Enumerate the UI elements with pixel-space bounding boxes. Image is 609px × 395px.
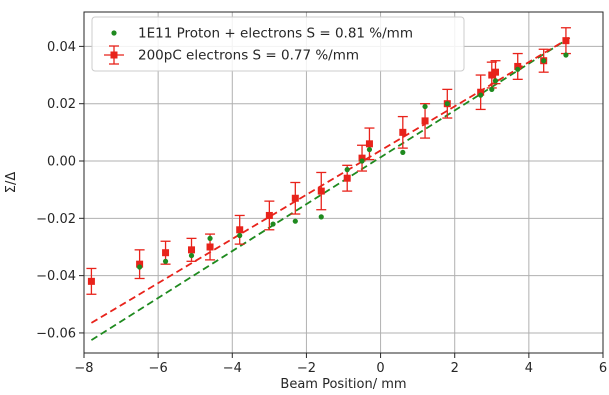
y-tick-label: 0.04 <box>47 40 76 55</box>
y-axis-label: Σ/Δ <box>4 172 19 194</box>
series-proton <box>137 52 569 270</box>
data-point-electrons <box>290 181 301 215</box>
data-point-electrons <box>86 267 97 295</box>
square-marker <box>317 187 325 195</box>
data-point-proton <box>344 167 350 173</box>
y-tick-label: −0.02 <box>36 212 76 227</box>
y-tick-label: 0.00 <box>47 155 76 170</box>
legend-square <box>110 51 118 59</box>
fit-line-electrons <box>90 37 571 324</box>
data-point-electrons <box>420 103 431 139</box>
data-point-electrons <box>364 127 375 161</box>
data-point-electrons <box>397 115 408 149</box>
data-point-electrons <box>134 249 145 280</box>
data-point-proton <box>137 264 143 270</box>
x-tick-label: −8 <box>74 361 93 376</box>
square-marker <box>399 128 407 136</box>
fit-line-proton <box>90 37 571 341</box>
fit-lines <box>90 37 571 341</box>
square-marker <box>477 88 485 96</box>
ticks: −8 −6 −4 −2 0 2 4 6 −0.06 −0.04 −0.02 0.00 0.02 0.04 <box>36 40 607 376</box>
square-marker <box>491 68 499 76</box>
data-point-proton <box>359 158 365 164</box>
legend-entry-electrons: 200pC electrons S = 0.77 %/mm <box>138 48 359 64</box>
data-point-proton <box>444 101 450 107</box>
data-point-proton <box>515 66 521 72</box>
x-tick-label: −6 <box>149 361 168 376</box>
data-point-proton <box>292 218 298 224</box>
data-point-electrons <box>512 52 523 80</box>
data-point-proton <box>366 146 373 153</box>
data-point-proton <box>563 52 569 58</box>
data-point-proton <box>207 235 213 241</box>
square-marker <box>87 277 95 285</box>
legend-dot <box>111 30 117 36</box>
data-point-proton <box>237 232 243 239</box>
data-point-proton <box>188 252 195 259</box>
legend-marker-proton <box>111 30 117 36</box>
x-tick-label: 4 <box>525 361 533 376</box>
square-marker <box>236 226 244 234</box>
square-marker <box>365 140 373 148</box>
square-marker <box>562 37 570 45</box>
data-point-electrons <box>264 200 275 231</box>
square-marker <box>343 174 351 182</box>
plot-frame <box>83 11 604 354</box>
data-point-electrons <box>357 144 368 172</box>
square-marker <box>358 154 366 162</box>
data-point-proton <box>489 86 495 92</box>
square-marker <box>265 211 273 219</box>
x-tick-label: 6 <box>599 361 607 376</box>
data-point-electrons <box>475 74 486 111</box>
legend-entry-proton: 1E11 Proton + electrons S = 0.81 %/mm <box>138 26 413 42</box>
square-marker <box>421 117 429 125</box>
series-layer <box>86 27 571 295</box>
data-point-electrons <box>234 214 245 245</box>
data-point-proton <box>478 92 484 98</box>
square-marker <box>291 194 299 202</box>
data-point-proton <box>492 78 499 84</box>
data-point-proton <box>318 214 324 220</box>
x-tick-label: 2 <box>451 361 459 376</box>
data-point-proton <box>400 149 406 156</box>
y-tick-label: −0.04 <box>36 269 76 284</box>
data-point-proton <box>270 221 276 227</box>
y-tick-label: 0.02 <box>47 97 76 112</box>
square-marker <box>488 71 496 79</box>
data-point-proton <box>541 58 547 64</box>
data-point-proton <box>162 258 169 264</box>
x-axis-label: Beam Position/ mm <box>280 377 406 392</box>
square-marker <box>188 246 196 254</box>
legend: 1E11 Proton + electrons S = 0.81 %/mm 20… <box>91 16 465 72</box>
data-point-proton <box>422 103 428 110</box>
legend-marker-electrons <box>104 45 124 65</box>
x-tick-label: 0 <box>376 361 384 376</box>
x-tick-label: −4 <box>223 361 242 376</box>
x-tick-label: −2 <box>297 361 316 376</box>
square-marker <box>162 249 170 257</box>
square-marker <box>514 62 522 70</box>
data-point-electrons <box>316 171 327 211</box>
square-marker <box>136 260 144 268</box>
legend-box <box>91 16 465 72</box>
square-marker <box>206 243 214 251</box>
y-tick-label: −0.06 <box>36 326 76 341</box>
